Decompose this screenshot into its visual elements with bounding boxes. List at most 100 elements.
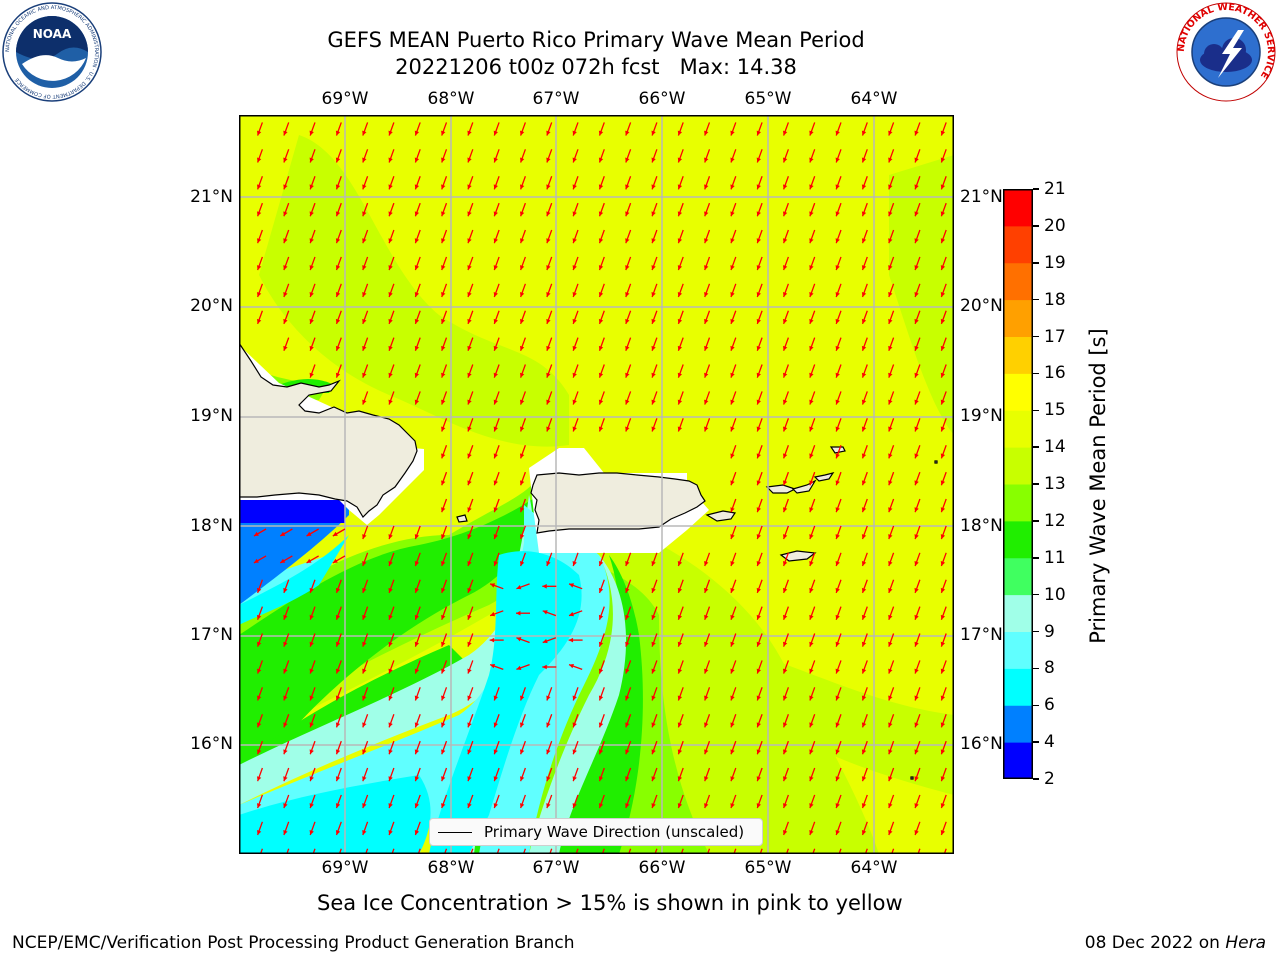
wave-direction-arrow [651, 175, 658, 190]
lat-label-left: 18°N [190, 516, 233, 536]
wave-direction-arrow [414, 740, 421, 755]
wave-direction-arrow [940, 175, 947, 190]
wave-direction-arrow [782, 444, 790, 459]
lon-label-top: 68°W [427, 89, 475, 109]
wave-direction-arrow [572, 337, 579, 352]
wave-direction-arrow [914, 175, 921, 190]
wave-direction-arrow [441, 202, 448, 217]
lat-label-right: 16°N [960, 734, 1003, 754]
wave-direction-arrow [835, 444, 842, 459]
wave-direction-arrow [809, 525, 816, 540]
wave-direction-arrow [730, 310, 737, 325]
wave-direction-arrow [388, 740, 395, 755]
wave-direction-arrow [467, 391, 474, 405]
wave-direction-arrow [283, 606, 290, 621]
wave-direction-arrow [888, 633, 895, 647]
colorbar-cell [1003, 742, 1033, 780]
wave-direction-arrow [625, 256, 632, 271]
wave-direction-arrow [441, 122, 448, 136]
wave-direction-arrow [835, 256, 842, 271]
wave-direction-arrow [335, 767, 342, 782]
wave-direction-arrow [598, 552, 605, 567]
wave-direction-arrow [572, 229, 579, 244]
period-band-6 [239, 535, 349, 625]
wave-direction-arrow [756, 149, 763, 163]
wave-direction-arrow [572, 364, 579, 378]
wave-direction-arrow [756, 471, 763, 486]
colorbar-tick-mark [1033, 741, 1039, 743]
wave-direction-arrow [283, 149, 290, 163]
wave-direction-arrow [888, 337, 895, 352]
wave-direction-arrow [388, 687, 395, 701]
wave-direction-arrow [441, 606, 448, 621]
wave-direction-arrow [312, 848, 316, 854]
wave-direction-arrow [782, 606, 790, 621]
wave-direction-arrow [730, 122, 737, 136]
lat-label-left: 17°N [190, 625, 233, 645]
wave-direction-arrow [414, 310, 421, 325]
wave-direction-arrow [677, 149, 684, 163]
map-border [239, 115, 954, 854]
colorbar-tick-mark [1033, 520, 1039, 522]
wave-direction-arrow [598, 337, 605, 352]
wave-direction-arrow [835, 364, 842, 378]
wave-direction-arrow [519, 794, 527, 809]
wave-direction-arrow [441, 256, 448, 271]
wave-direction-arrow [519, 283, 527, 298]
wave-direction-arrow [756, 364, 763, 378]
wave-direction-arrow [598, 418, 605, 432]
wave-direction-arrow [364, 848, 369, 854]
colorbar-tick-label: 14 [1044, 437, 1066, 458]
wave-direction-arrow [309, 713, 316, 728]
wave-direction-arrow [598, 364, 605, 378]
wave-direction-arrow [572, 175, 579, 190]
wave-direction-arrow [391, 848, 395, 854]
islet [910, 776, 914, 780]
colorbar-cell [1003, 262, 1033, 301]
wave-direction-arrow [651, 418, 658, 432]
wave-direction-arrow [704, 687, 711, 701]
wave-direction-arrow [940, 256, 947, 271]
wave-direction-arrow [519, 687, 527, 701]
wave-direction-arrow [519, 471, 527, 486]
wave-direction-arrow [940, 740, 947, 755]
wave-direction-arrow [542, 637, 557, 644]
wave-direction-arrow [441, 310, 448, 325]
wave-direction-arrow [493, 229, 500, 244]
wave-direction-arrow [756, 337, 763, 352]
wave-direction-arrow [730, 229, 737, 244]
wave-direction-arrow [283, 794, 290, 809]
wave-direction-arrow [388, 633, 395, 647]
wave-direction-arrow [888, 364, 895, 378]
wave-direction-arrow [861, 633, 868, 647]
wave-direction-arrow [756, 229, 763, 244]
wave-direction-arrow [809, 122, 816, 136]
wave-direction-arrow [861, 740, 868, 755]
chart-subtitle: 20221206 t00z 072h fcst Max: 14.38 [395, 55, 797, 79]
wave-direction-arrow [467, 713, 474, 728]
wave-direction-arrow [861, 498, 868, 513]
wave-direction-arrow [782, 633, 790, 647]
wave-direction-arrow [309, 821, 316, 836]
virgin-islands [765, 484, 797, 494]
wave-direction-arrow [546, 713, 553, 728]
wave-direction-arrow [861, 149, 868, 163]
wave-direction-arrow [489, 663, 504, 671]
anegada-island [829, 446, 846, 454]
wave-direction-arrow [598, 740, 605, 755]
colorbar-cell [1003, 189, 1033, 227]
wave-direction-arrow [625, 633, 632, 647]
wave-direction-arrow [914, 713, 921, 728]
wave-direction-arrow [256, 256, 264, 271]
wave-direction-arrow [362, 633, 369, 647]
lon-label-bottom: 68°W [427, 858, 475, 878]
wave-direction-arrow [598, 256, 605, 271]
wave-direction-arrow [467, 525, 474, 540]
wave-direction-arrow [283, 175, 290, 190]
wave-direction-arrow [704, 364, 711, 378]
wave-direction-arrow [704, 633, 711, 647]
wave-direction-arrow [730, 202, 737, 217]
wave-direction-arrow [414, 552, 421, 567]
wave-direction-arrow [335, 660, 342, 674]
wave-direction-arrow [861, 175, 868, 190]
